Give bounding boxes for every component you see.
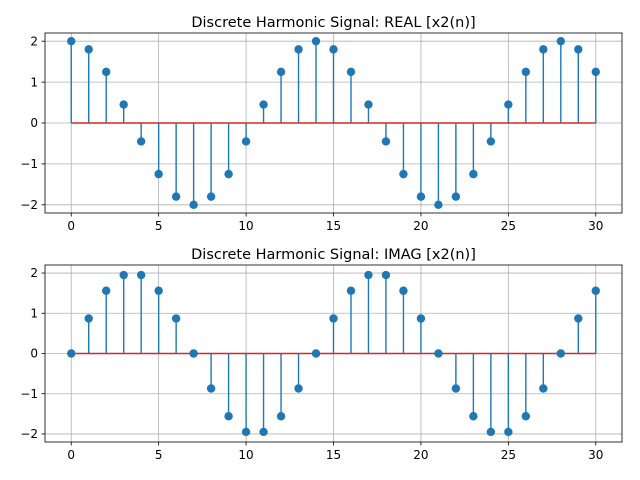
imag-marker (574, 314, 583, 323)
real-marker (84, 45, 93, 54)
imag-x-tick-label: 30 (588, 448, 603, 462)
imag-marker (521, 412, 531, 421)
real-x-tick-label: 10 (238, 219, 253, 233)
real-marker (259, 100, 268, 109)
imag-x-tick-label: 20 (413, 448, 428, 462)
imag-marker (504, 427, 513, 437)
imag-marker (101, 286, 111, 295)
real-marker (591, 67, 600, 77)
real-y-tick-label: 0 (30, 116, 38, 130)
subplot-imag: Discrete Harmonic Signal: IMAG [x2(n)] 0… (20, 247, 623, 462)
real-marker (206, 192, 216, 201)
real-y-tick-label: −1 (20, 157, 38, 171)
imag-y-tick-label: −1 (20, 387, 38, 401)
real-x-tick-label: 30 (588, 219, 603, 233)
real-marker (171, 192, 181, 201)
real-marker (119, 100, 128, 109)
imag-marker (556, 349, 566, 358)
real-marker (556, 36, 566, 46)
real-marker (451, 192, 461, 201)
subplot-imag-title: Discrete Harmonic Signal: IMAG [x2(n)] (191, 247, 476, 263)
imag-y-tick-label: 0 (30, 347, 38, 361)
real-x-tick-label: 5 (155, 219, 163, 233)
imag-y-tick-label: −2 (20, 427, 38, 441)
real-marker (416, 192, 426, 201)
imag-marker (294, 384, 303, 393)
imag-marker (329, 314, 338, 323)
real-marker (574, 45, 583, 54)
imag-marker (539, 384, 548, 393)
subplot-real: Discrete Harmonic Signal: REAL [x2(n)] 0… (20, 15, 623, 233)
real-marker (294, 45, 303, 54)
imag-x-tick-label: 25 (501, 448, 516, 462)
imag-marker (364, 270, 373, 280)
imag-marker (136, 270, 146, 280)
imag-marker (451, 384, 461, 393)
imag-marker (486, 427, 496, 437)
imag-marker (469, 412, 478, 421)
real-marker (504, 100, 513, 109)
imag-marker (241, 427, 251, 437)
imag-marker (416, 314, 426, 323)
real-marker (486, 137, 496, 146)
real-x-tick-label: 25 (501, 219, 516, 233)
imag-y-tick-label: 2 (30, 266, 38, 280)
real-marker (276, 67, 286, 77)
imag-marker (346, 286, 356, 295)
real-marker (381, 137, 391, 146)
real-marker (329, 45, 338, 54)
imag-marker (591, 286, 600, 295)
real-x-tick-label: 20 (413, 219, 428, 233)
real-x-tick-label: 15 (326, 219, 341, 233)
imag-marker (434, 349, 443, 358)
real-marker (434, 200, 443, 210)
imag-marker (67, 349, 76, 358)
real-marker (346, 67, 356, 77)
subplot-real-title: Discrete Harmonic Signal: REAL [x2(n)] (191, 15, 475, 31)
imag-marker (259, 427, 268, 437)
imag-marker (311, 349, 321, 358)
imag-x-tick-label: 0 (67, 448, 75, 462)
real-marker (241, 137, 251, 146)
imag-marker (189, 349, 198, 358)
real-marker (311, 36, 321, 46)
imag-marker (276, 412, 286, 421)
imag-marker (171, 314, 181, 323)
imag-x-tick-label: 5 (155, 448, 163, 462)
real-marker (136, 137, 146, 146)
real-marker (364, 100, 373, 109)
imag-y-tick-label: 1 (30, 306, 38, 320)
real-marker (154, 169, 163, 179)
real-y-tick-label: −2 (20, 198, 38, 212)
imag-marker (154, 286, 163, 295)
real-marker (224, 169, 233, 179)
real-x-tick-label: 0 (67, 219, 75, 233)
imag-x-tick-label: 10 (238, 448, 253, 462)
real-marker (521, 67, 531, 77)
real-marker (101, 67, 111, 77)
real-marker (399, 169, 408, 179)
real-y-tick-label: 1 (30, 75, 38, 89)
real-marker (539, 45, 548, 54)
real-marker (67, 36, 76, 46)
imag-marker (381, 270, 391, 280)
imag-marker (224, 412, 233, 421)
imag-marker (84, 314, 93, 323)
real-marker (189, 200, 198, 210)
imag-marker (206, 384, 216, 393)
real-marker (469, 169, 478, 179)
imag-marker (119, 270, 128, 280)
imag-x-tick-label: 15 (326, 448, 341, 462)
real-y-tick-label: 2 (30, 34, 38, 48)
imag-marker (399, 286, 408, 295)
